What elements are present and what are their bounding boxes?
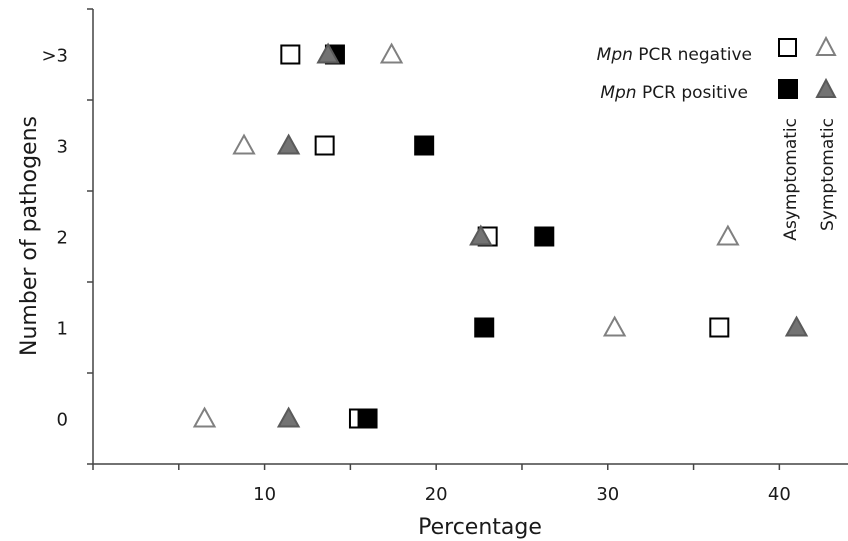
marker-triangle-filled [276, 406, 301, 428]
marker-triangle-filled [784, 315, 809, 337]
x-tick-label: 40 [768, 484, 791, 505]
marker-triangle-open [602, 315, 627, 337]
legend-row-positive: Mpn PCR positive [600, 83, 748, 103]
x-tick-label: 30 [596, 484, 619, 505]
x-tick-label: 20 [425, 484, 448, 505]
marker-square-filled [414, 135, 435, 156]
marker-square-filled [357, 408, 378, 429]
marker-square-open [709, 317, 730, 338]
marker-square-filled [474, 317, 495, 338]
marker-square-open [314, 135, 335, 156]
x-axis-title: Percentage [418, 515, 542, 540]
data-markers [192, 42, 809, 429]
legend-triangle-filled [815, 77, 837, 98]
y-tick-label: 3 [57, 137, 68, 158]
y-tick-label: >3 [41, 46, 68, 67]
legend: Mpn PCR negative Mpn PCR positive Asympt… [597, 35, 838, 241]
marker-square-open [280, 44, 301, 65]
marker-triangle-open [232, 133, 256, 155]
legend-square-filled [778, 79, 798, 99]
marker-square-filled [534, 226, 555, 247]
y-tick-label: 0 [57, 410, 68, 431]
axes [92, 9, 848, 465]
legend-column-asymptomatic: Asymptomatic [781, 118, 801, 241]
legend-square-open [778, 38, 797, 57]
marker-triangle-open [379, 42, 404, 64]
legend-triangle-open [815, 35, 837, 56]
marker-triangle-open [716, 224, 740, 246]
x-tick-label: 10 [253, 484, 276, 505]
marker-triangle-filled [316, 42, 340, 64]
marker-triangle-filled [469, 224, 493, 246]
legend-row-negative: Mpn PCR negative [597, 45, 752, 65]
marker-triangle-open [192, 406, 217, 428]
marker-triangle-filled [276, 133, 301, 155]
y-tick-label: 2 [57, 228, 68, 249]
tick-labels: 0 1 2 3 >3 10 20 30 40 [41, 46, 790, 506]
legend-column-symptomatic: Symptomatic [818, 118, 838, 231]
y-axis-title: Number of pathogens [17, 116, 42, 356]
y-tick-label: 1 [57, 319, 68, 340]
tick-marks [87, 8, 781, 470]
